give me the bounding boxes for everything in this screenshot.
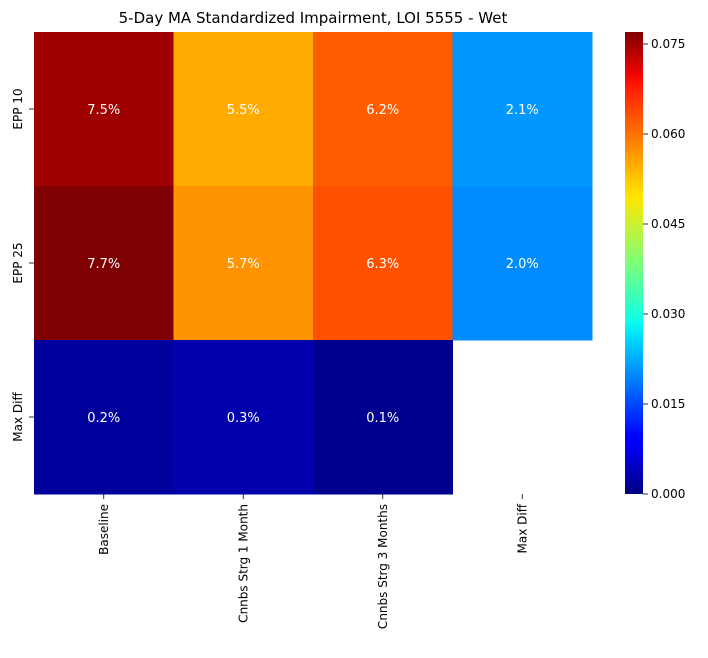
cell-value-label: 6.2% bbox=[366, 103, 399, 118]
y-tick-label: Max Diff bbox=[11, 392, 25, 442]
colorbar-axis: 0.000 0.015 0.030 0.045 0.060 0.075 bbox=[643, 37, 685, 501]
colorbar bbox=[625, 32, 643, 494]
x-tick-label: Max Diff bbox=[515, 503, 529, 553]
cell-value-label: 2.0% bbox=[506, 257, 539, 272]
colorbar-tick-label: 0.015 bbox=[651, 397, 685, 411]
heatmap-cell bbox=[34, 340, 174, 495]
y-tick-label: EPP 25 bbox=[11, 242, 25, 283]
cell-value-label: 0.2% bbox=[87, 411, 120, 426]
heatmap-cell bbox=[313, 340, 453, 495]
cell-value-label: 0.3% bbox=[227, 411, 260, 426]
cell-value-label: 7.5% bbox=[87, 103, 120, 118]
heatmap-cell bbox=[34, 32, 174, 187]
y-tick-label: EPP 10 bbox=[11, 88, 25, 129]
heatmap-cell bbox=[173, 340, 314, 495]
heatmap-cell bbox=[173, 186, 314, 341]
y-axis: EPP 10 EPP 25 Max Diff bbox=[11, 88, 34, 442]
colorbar-tick-label: 0.075 bbox=[651, 37, 685, 51]
cell-value-label: 2.1% bbox=[506, 103, 539, 118]
cell-value-label: 0.1% bbox=[366, 411, 399, 426]
cell-value-label: 6.3% bbox=[366, 257, 399, 272]
heatmap-cell bbox=[452, 32, 593, 187]
colorbar-tick-label: 0.000 bbox=[651, 487, 685, 501]
colorbar-tick-label: 0.030 bbox=[651, 307, 685, 321]
heatmap-cell bbox=[313, 186, 453, 341]
x-tick-label: Cnnbs Strg 3 Months bbox=[376, 504, 390, 629]
heatmap-cell bbox=[313, 32, 453, 187]
x-tick-label: Baseline bbox=[97, 504, 111, 555]
heatmap-cells: 7.5% 5.5% 6.2% 2.1% 7.7% 5.7% 6.3% 2.0% 0.2% 0.3%… bbox=[34, 32, 593, 495]
heatmap-cell bbox=[452, 186, 593, 341]
x-tick-label: Cnnbs Strg 1 Month bbox=[236, 504, 250, 623]
cell-value-label: 5.7% bbox=[227, 257, 260, 272]
heatmap-cell bbox=[173, 32, 314, 187]
heatmap-cell bbox=[34, 186, 174, 341]
cell-value-label: 5.5% bbox=[227, 103, 260, 118]
cell-value-label: 7.7% bbox=[87, 257, 120, 272]
x-axis: Baseline Cnnbs Strg 1 Month Cnnbs Strg 3 M… bbox=[97, 494, 529, 629]
colorbar-tick-label: 0.060 bbox=[651, 127, 685, 141]
colorbar-tick-label: 0.045 bbox=[651, 217, 685, 231]
chart-title: 5-Day MA Standardized Impairment, LOI 55… bbox=[119, 9, 508, 27]
